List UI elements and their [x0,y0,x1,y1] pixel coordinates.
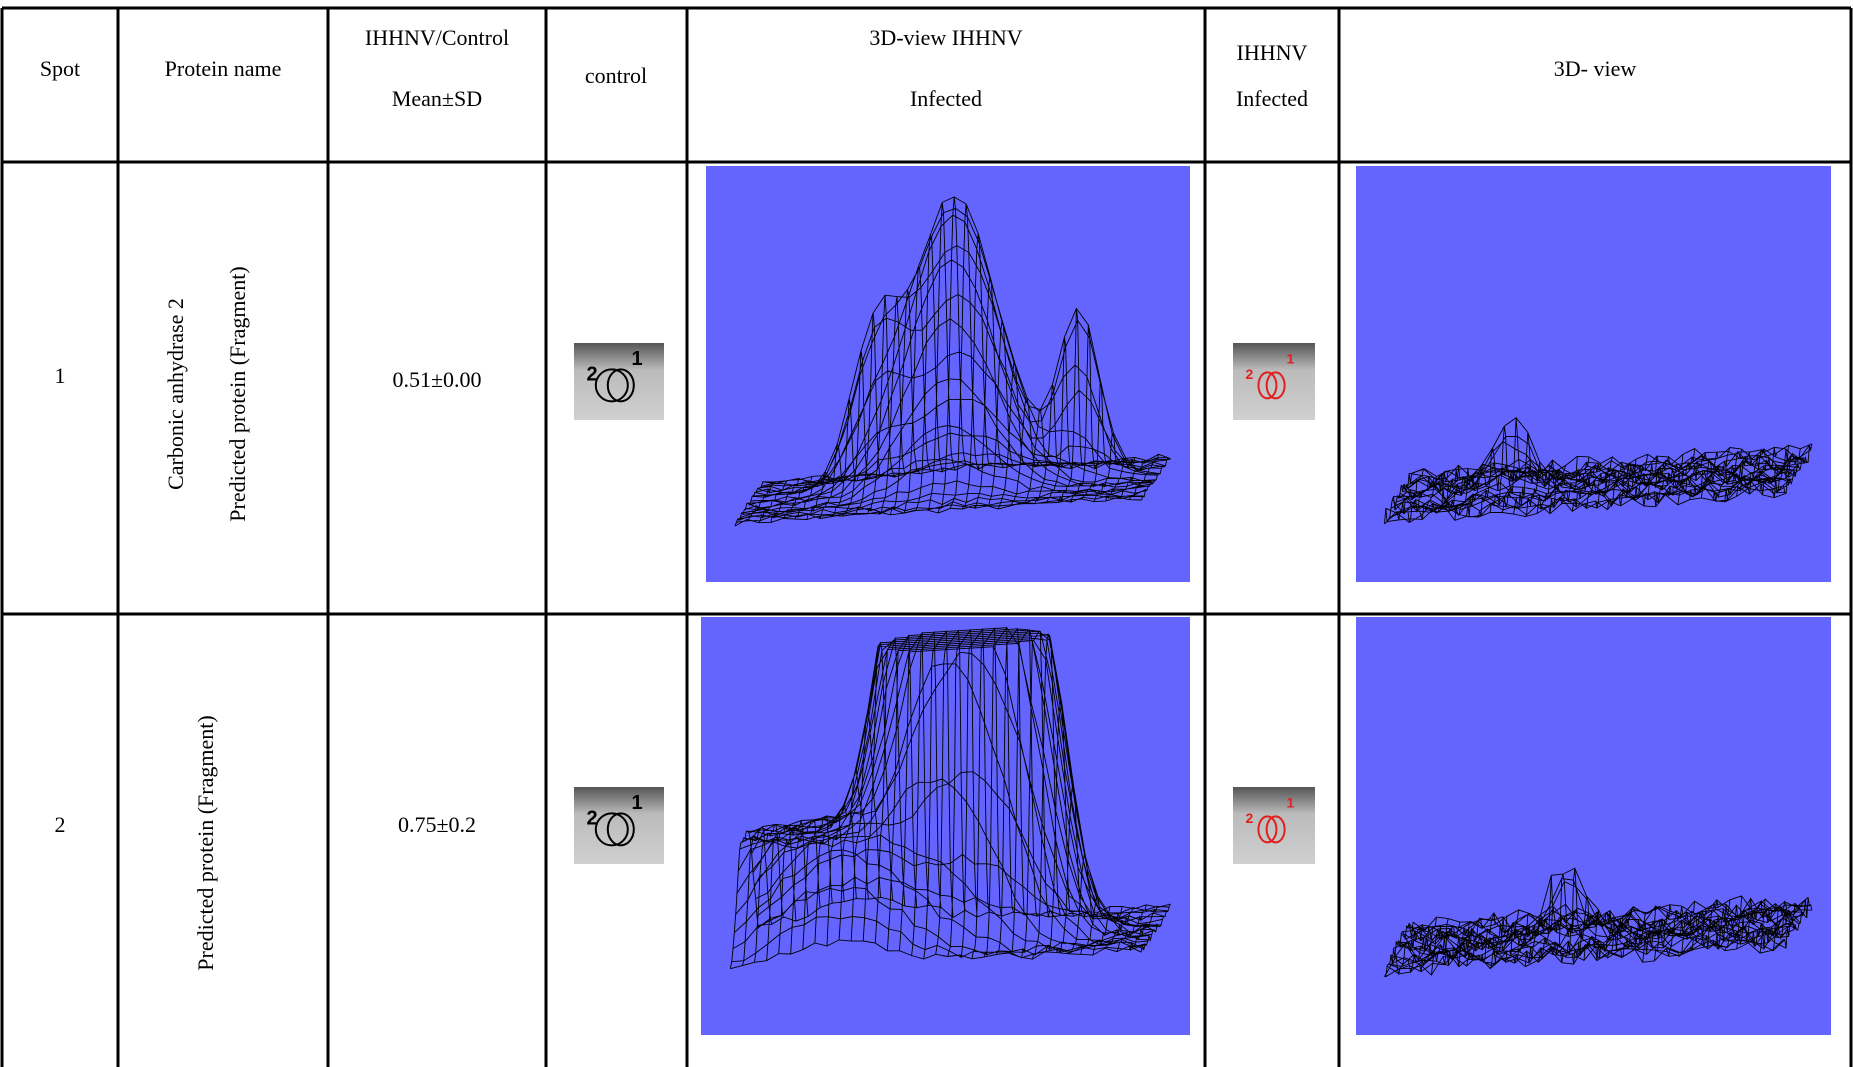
spot-label: 1 [631,792,642,814]
header-text: Protein name [165,56,282,81]
spot-label: 1 [631,348,642,370]
plot-background [1356,166,1831,582]
header-text: IHHNV [1237,40,1308,65]
spot-label: 2 [1246,810,1254,826]
spot-number: 2 [55,812,66,837]
spot-label: 1 [1287,795,1295,811]
protein-name: Predicted protein (Fragment) [193,715,218,970]
ratio-value: 0.51±0.00 [392,367,481,392]
header-text: Spot [40,56,80,81]
spot-label: 2 [586,364,597,386]
ratio-value: 0.75±0.2 [398,812,476,837]
surface-plot [701,617,1190,1035]
surface-plot [1356,617,1831,1035]
spot-label: 2 [1246,366,1254,382]
spot-thumbnail: 21 [1233,787,1315,864]
page: Spot Protein name IHHNV/Control Mean±SD cont… [0,0,1853,1067]
protein-name: Carbonic anhydrase 2 [163,298,188,490]
spot-thumbnail: 21 [574,343,664,420]
header-text: IHHNV/Control [365,25,509,50]
spot-number: 1 [55,363,66,388]
plot-background [1356,617,1831,1035]
spot-label: 2 [586,808,597,830]
protein-name: Predicted protein (Fragment) [225,266,250,521]
header-text: Infected [910,86,982,111]
header-text: Infected [1236,86,1308,111]
spot-label: 1 [1287,351,1295,367]
surface-plot [1356,166,1831,582]
spot-thumbnail: 21 [1233,343,1315,420]
header-text: control [585,63,647,88]
header-text: Mean±SD [392,86,482,111]
spot-thumbnail: 21 [574,787,664,864]
header-text: 3D-view IHHNV [869,25,1022,50]
surface-plot [706,166,1190,582]
header-text: 3D- view [1554,56,1637,81]
